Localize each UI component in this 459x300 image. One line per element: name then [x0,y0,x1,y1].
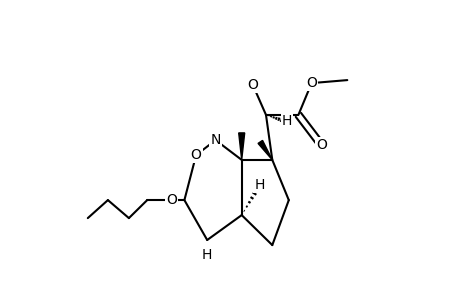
Text: O: O [306,76,316,90]
Text: O: O [165,193,176,207]
Text: O: O [247,78,257,92]
Text: H: H [254,178,264,192]
Polygon shape [257,140,272,160]
Text: N: N [210,133,220,147]
Polygon shape [238,133,244,160]
Text: O: O [190,148,201,162]
Text: O: O [315,138,326,152]
Text: H: H [281,114,291,128]
Text: H: H [202,248,212,262]
